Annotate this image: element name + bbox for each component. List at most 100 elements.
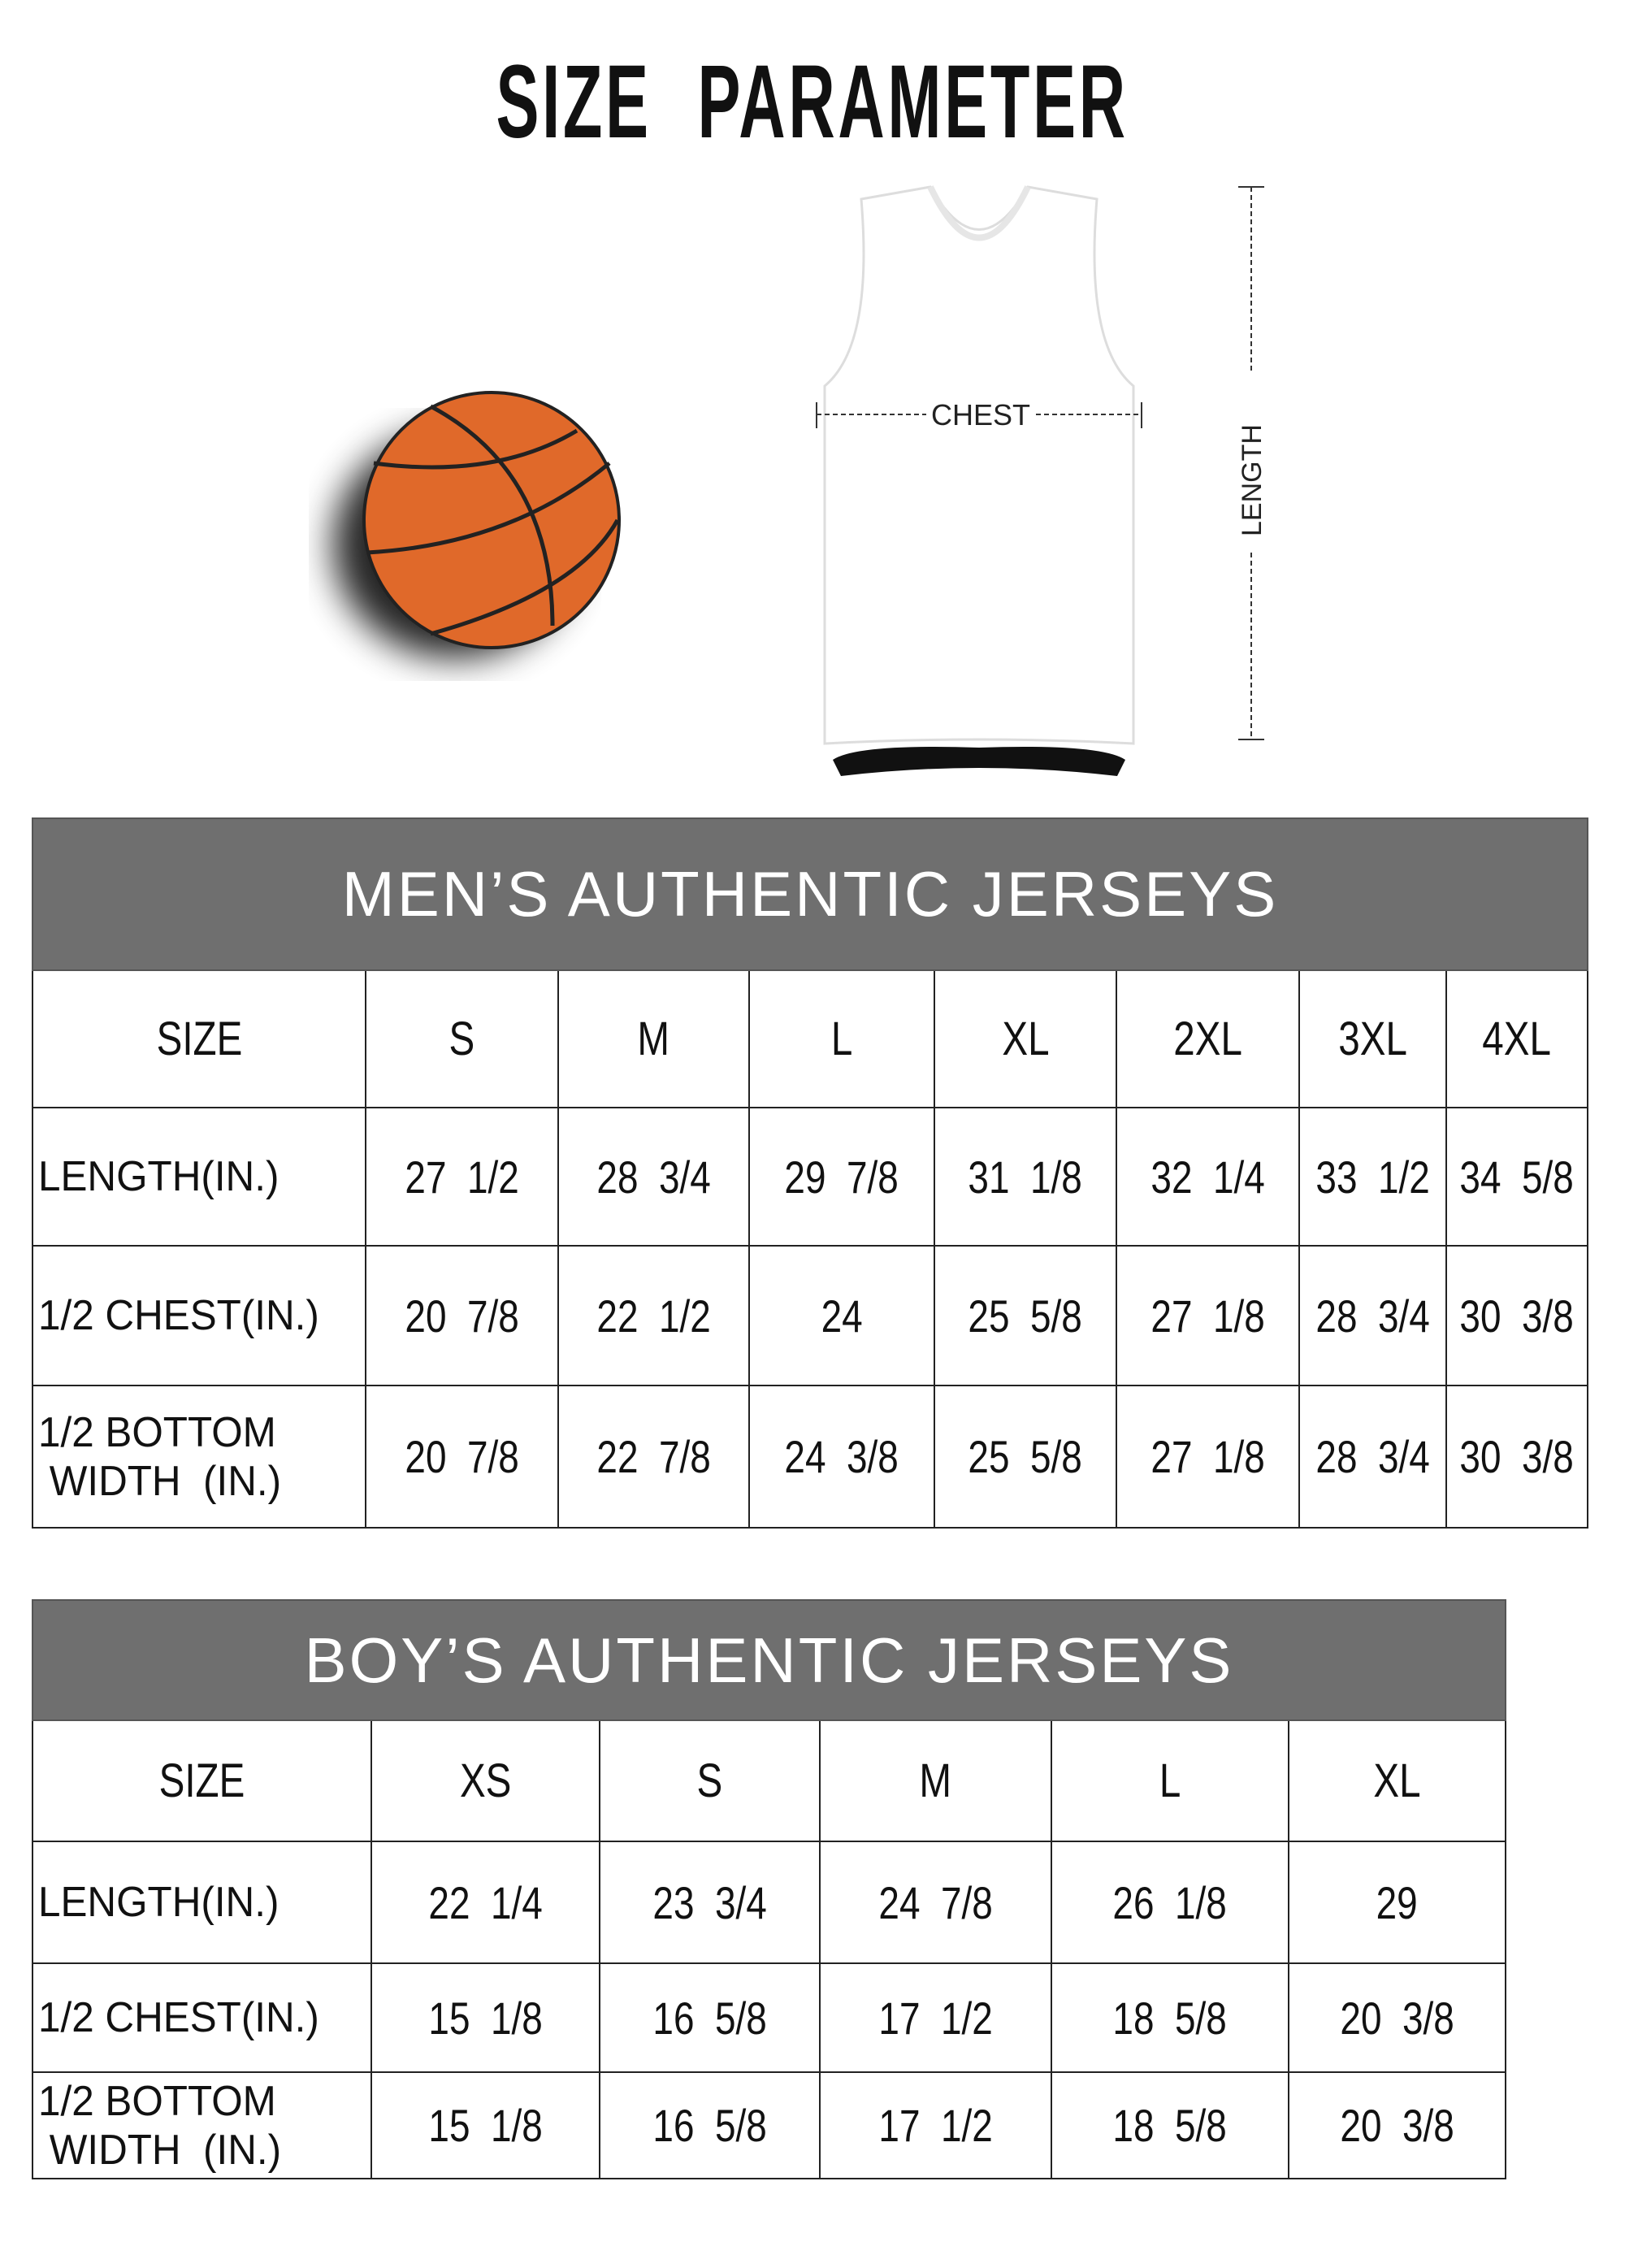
table-row: LENGTH(IN.) 27 1/2 28 3/4 29 7/8 31 1/8 32 1/…: [32, 1107, 1589, 1247]
size-name: 4XL: [1482, 1013, 1552, 1065]
measurement-value: 23 3/4: [652, 1876, 767, 1928]
measurement-cell: 27 1/2: [365, 1107, 559, 1247]
measurement-cell: 20 3/8: [1287, 2071, 1507, 2179]
measurement-value: 24: [821, 1290, 863, 1342]
measurement-cell: 20 7/8: [365, 1385, 559, 1529]
row-label: LENGTH(IN.): [38, 1879, 280, 1926]
measurement-cell: 17 1/2: [819, 1962, 1052, 2073]
row-label-cell: 1/2 BOTTOM WIDTH (IN.): [32, 2071, 372, 2179]
measurement-cell: 23 3/4: [599, 1841, 821, 1964]
measurement-cell: 30 3/8: [1445, 1245, 1589, 1386]
measurement-cell: 22 7/8: [557, 1385, 750, 1529]
measurement-cell: 24 7/8: [819, 1841, 1052, 1964]
measurement-value: 30 3/8: [1459, 1290, 1575, 1342]
size-header-cell: M: [557, 969, 750, 1108]
size-header-cell: XL: [1287, 1719, 1507, 1842]
measurement-value: 30 3/8: [1459, 1431, 1575, 1482]
size-name: 3XL: [1338, 1013, 1407, 1065]
measurement-cell: 24 3/8: [748, 1385, 935, 1529]
measurement-cell: 17 1/2: [819, 2071, 1052, 2179]
measurement-value: 17 1/2: [878, 1992, 993, 2044]
size-header-cell: L: [748, 969, 935, 1108]
size-header-cell: XS: [370, 1719, 600, 1842]
measurement-value: 22 1/2: [596, 1290, 711, 1342]
measurement-value: 28 3/4: [596, 1151, 711, 1203]
measurement-cell: 26 1/8: [1051, 1841, 1289, 1964]
measurement-cell: 15 1/8: [370, 2071, 600, 2179]
size-header-cell: M: [819, 1719, 1052, 1842]
size-name: L: [830, 1013, 853, 1065]
size-header-cell: 2XL: [1116, 969, 1300, 1108]
size-name: M: [919, 1754, 952, 1807]
measurement-value: 29: [1376, 1876, 1419, 1928]
row-label: 1/2 CHEST(IN.): [38, 1994, 319, 2041]
mens-table-title: MEN’S AUTHENTIC JERSEYS: [31, 817, 1589, 971]
measurement-value: 28 3/4: [1315, 1290, 1430, 1342]
measurement-value: 16 5/8: [652, 2100, 767, 2151]
size-header-row: SIZE XS S M L XL: [32, 1719, 1507, 1842]
measurement-cell: 27 1/8: [1116, 1245, 1300, 1386]
measurement-cell: 30 3/8: [1445, 1385, 1589, 1529]
measurement-cell: 25 5/8: [934, 1245, 1117, 1386]
size-name: M: [637, 1013, 670, 1065]
row-label-cell: 1/2 BOTTOM WIDTH (IN.): [32, 1385, 366, 1529]
size-label: SIZE: [158, 1754, 245, 1807]
jersey-diagram: CHEST: [816, 185, 1142, 776]
size-header-cell: 4XL: [1445, 969, 1589, 1108]
measurement-value: 17 1/2: [878, 2100, 993, 2151]
measurement-value: 22 7/8: [596, 1431, 711, 1482]
row-label-cell: 1/2 CHEST(IN.): [32, 1245, 366, 1386]
measurement-value: 15 1/8: [428, 1992, 543, 2044]
size-name: S: [448, 1013, 475, 1065]
measurement-cell: 15 1/8: [370, 1962, 600, 2073]
measurement-value: 28 3/4: [1315, 1431, 1430, 1482]
measurement-value: 22 1/4: [428, 1876, 543, 1928]
measurement-value: 34 5/8: [1459, 1151, 1575, 1203]
measurement-value: 25 5/8: [968, 1290, 1083, 1342]
row-label: 1/2 BOTTOM WIDTH (IN.): [38, 2077, 282, 2174]
row-label: LENGTH(IN.): [38, 1153, 280, 1200]
measurement-value: 15 1/8: [428, 2100, 543, 2151]
measurement-value: 31 1/8: [968, 1151, 1083, 1203]
size-name: XS: [459, 1754, 512, 1807]
measurement-cell: 18 5/8: [1051, 2071, 1289, 2179]
measurement-cell: 22 1/4: [370, 1841, 600, 1964]
mens-size-table: MEN’S AUTHENTIC JERSEYS SIZE S M L XL 2XL 3XL 4…: [31, 817, 1589, 1529]
row-label-cell: 1/2 CHEST(IN.): [32, 1962, 372, 2073]
measurement-cell: 24: [748, 1245, 935, 1386]
measurement-value: 20 7/8: [405, 1431, 519, 1482]
size-header-cell: L: [1051, 1719, 1289, 1842]
measurement-value: 33 1/2: [1315, 1151, 1430, 1203]
table-row: LENGTH(IN.) 22 1/4 23 3/4 24 7/8 26 1/8 29: [32, 1841, 1507, 1964]
measurement-value: 27 1/8: [1150, 1431, 1265, 1482]
measurement-cell: 27 1/8: [1116, 1385, 1300, 1529]
measurement-value: 29 7/8: [784, 1151, 899, 1203]
measurement-cell: 20 7/8: [365, 1245, 559, 1386]
size-label-cell: SIZE: [32, 1719, 372, 1842]
length-indicator: LENGTH: [1235, 186, 1268, 740]
row-label-cell: LENGTH(IN.): [32, 1841, 372, 1964]
row-label: 1/2 CHEST(IN.): [38, 1292, 319, 1339]
size-label: SIZE: [156, 1013, 242, 1065]
size-header-cell: 3XL: [1298, 969, 1447, 1108]
size-name: S: [696, 1754, 723, 1807]
measurement-cell: 31 1/8: [934, 1107, 1117, 1247]
chest-label: CHEST: [931, 398, 1030, 431]
size-name: L: [1159, 1754, 1181, 1807]
measurement-value: 18 5/8: [1112, 1992, 1228, 2044]
size-name: 2XL: [1173, 1013, 1242, 1065]
measurement-cell: 22 1/2: [557, 1245, 750, 1386]
length-label: LENGTH: [1237, 424, 1268, 536]
measurement-cell: 16 5/8: [599, 1962, 821, 2073]
measurement-cell: 33 1/2: [1298, 1107, 1447, 1247]
basketball-icon: [333, 391, 621, 658]
row-label: 1/2 BOTTOM WIDTH (IN.): [38, 1408, 282, 1505]
measurement-cell: 28 3/4: [1298, 1385, 1447, 1529]
size-header-cell: S: [365, 969, 559, 1108]
measurement-value: 25 5/8: [968, 1431, 1083, 1482]
measurement-value: 20 7/8: [405, 1290, 519, 1342]
measurement-value: 27 1/2: [405, 1151, 519, 1203]
measurement-value: 18 5/8: [1112, 2100, 1228, 2151]
measurement-cell: 18 5/8: [1051, 1962, 1289, 2073]
table-row: 1/2 CHEST(IN.) 20 7/8 22 1/2 24 25 5/8 27 1/8…: [32, 1245, 1589, 1386]
